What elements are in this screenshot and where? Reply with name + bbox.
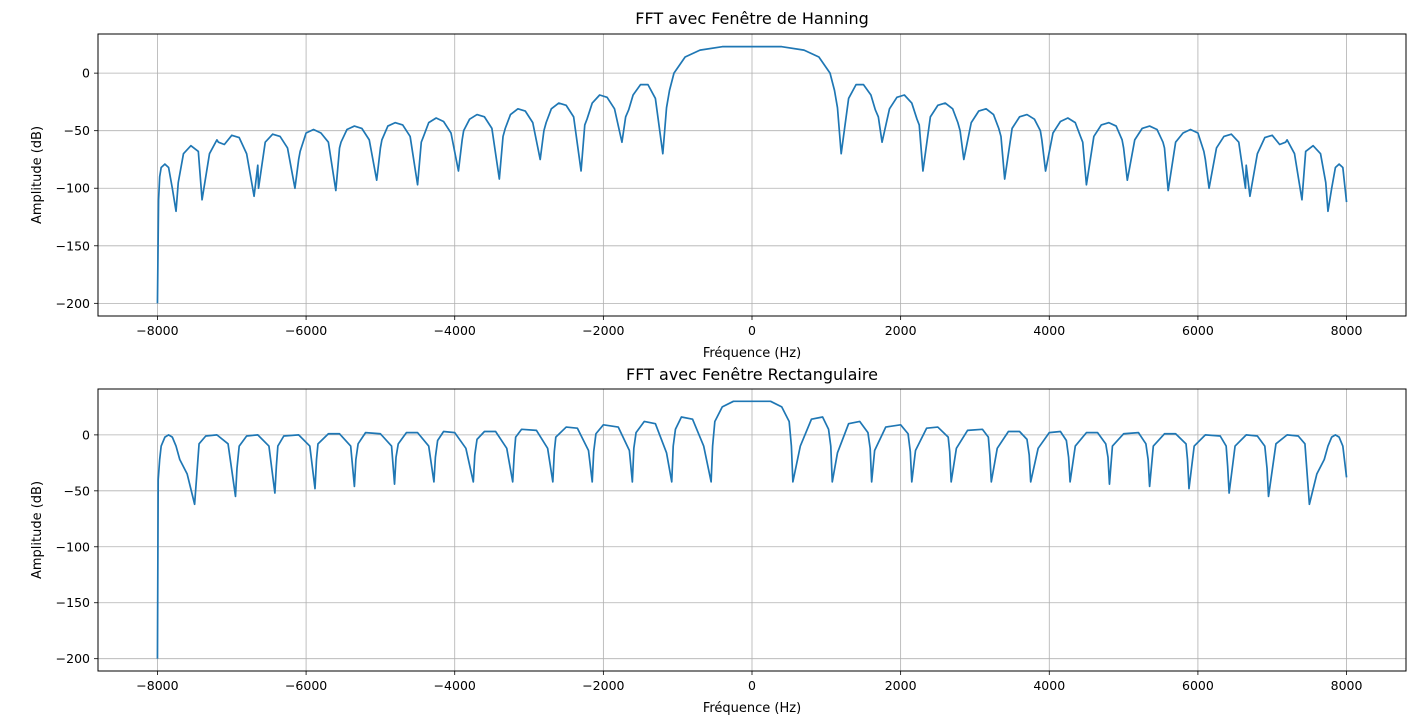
y-tick-label: −150 (56, 238, 90, 253)
x-tick-label: 2000 (885, 678, 917, 693)
subplot-2: −8000 −6000 −4000 −2000 0 2000 4000 6000 8000 0 −5… (30, 365, 1407, 716)
y-tick-label: −50 (64, 483, 90, 498)
series-line-1 (156, 400, 1348, 659)
x-tick-label: 8000 (1331, 678, 1363, 693)
x-tick-label: 2000 (885, 323, 917, 338)
y-tick-label: −50 (64, 123, 90, 138)
subplot-1: −8000 −6000 −4000 −2000 0 2000 4000 6000 8000 0 −5… (30, 9, 1407, 361)
x-tick-label: −2000 (582, 323, 624, 338)
x-tick-label: 6000 (1182, 678, 1214, 693)
y-tick-label: −100 (56, 181, 90, 196)
y-axis-label: Amplitude (dB) (30, 481, 45, 579)
x-axis-label: Fréquence (Hz) (703, 701, 801, 716)
x-tick-label: −6000 (285, 323, 327, 338)
series-line-1 (156, 45, 1348, 304)
x-tick-label: 6000 (1182, 323, 1214, 338)
y-tick-label: −100 (56, 539, 90, 554)
y-tick-label: −200 (56, 296, 90, 311)
y-tick-label: −200 (56, 651, 90, 666)
y-tick-label: −150 (56, 595, 90, 610)
x-tick-label: −4000 (434, 678, 476, 693)
y-axis-label: Amplitude (dB) (30, 126, 45, 224)
y-tick-label: 0 (82, 66, 90, 81)
x-tick-label: −4000 (434, 323, 476, 338)
x-tick-label: 0 (748, 323, 756, 338)
x-tick-label: −8000 (136, 678, 178, 693)
x-tick-label: 8000 (1331, 323, 1363, 338)
x-tick-label: 0 (748, 678, 756, 693)
chart-title: FFT avec Fenêtre Rectangulaire (626, 365, 878, 384)
x-tick-label: −6000 (285, 678, 327, 693)
x-tick-label: −8000 (136, 323, 178, 338)
x-tick-label: −2000 (582, 678, 624, 693)
x-tick-label: 4000 (1033, 323, 1065, 338)
y-tick-label: 0 (82, 427, 90, 442)
chart-title: FFT avec Fenêtre de Hanning (635, 9, 869, 28)
x-tick-label: 4000 (1033, 678, 1065, 693)
x-axis-label: Fréquence (Hz) (703, 346, 801, 361)
